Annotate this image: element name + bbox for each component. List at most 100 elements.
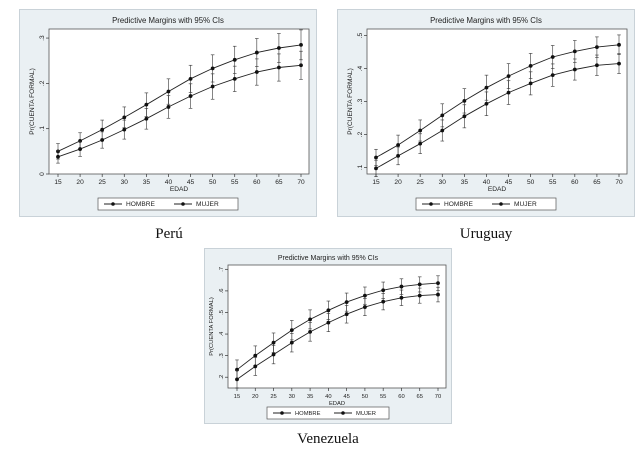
data-point [436,292,440,297]
data-point [595,63,599,68]
legend-box [266,406,390,420]
data-point [254,50,259,55]
y-tick-label: .5 [219,310,225,315]
data-point [528,64,533,68]
data-point [363,293,367,298]
legend-label-hombre: HOMBRE [444,201,474,208]
y-tick-label: .7 [219,267,225,272]
x-axis-label: EDAD [170,186,189,193]
data-point [374,155,378,160]
data-point [188,94,193,98]
data-point [56,154,60,159]
x-axis-label: EDAD [329,401,345,407]
y-tick-label: .4 [357,65,364,71]
data-point [144,116,149,121]
data-point [396,143,400,147]
y-axis-label: Pr(CUENTA FORMAL) [209,297,215,356]
series-hombre [56,29,303,160]
chart-venezuela-svg: Predictive Margins with 95% CIs .2 .3 .4 .5.… [204,248,452,424]
x-tick-label: 25 [270,394,276,400]
x-tick-label: 20 [76,179,84,186]
x-tick-label: 45 [505,179,513,186]
legend-marker [429,202,433,206]
y-tick-label: .6 [219,288,225,293]
legend-box [415,197,557,211]
x-tick-label: 30 [439,179,447,186]
x-tick-label: 20 [252,394,258,400]
country-caption-uruguay: Uruguay [459,226,513,242]
data-point [253,353,258,358]
country-caption-peru: Perú [155,226,183,242]
data-point [399,295,404,300]
data-point [595,45,599,50]
data-point [381,299,386,304]
plot-area [227,264,447,389]
x-tick-label: 50 [527,179,535,186]
x-tick-label: 40 [165,179,173,186]
series-line [57,64,302,158]
legend-marker [280,411,284,415]
y-tick-label: .2 [357,131,364,137]
legend-marker [499,202,503,206]
chart-peru-svg: Predictive Margins with 95% CIs 0 .1 .2 .3 Pr… [19,9,317,217]
legend-label-hombre: HOMBRE [126,201,156,208]
y-tick-label: .2 [39,80,46,86]
data-point [550,55,555,59]
legend-label-hombre: HOMBRE [295,411,321,417]
legend-marker [181,202,185,206]
x-tick-label: 65 [275,179,283,186]
data-point [374,166,378,171]
x-tick-label: 60 [253,179,261,186]
x-tick-label: 50 [362,394,368,400]
chart-venezuela: Predictive Margins with 95% CIs .2 .3 .4 .5.… [204,248,452,424]
legend-label-mujer: MUJER [196,201,219,208]
chart-title: Predictive Margins with 95% CIs [430,16,542,25]
series-mujer [235,286,440,389]
x-tick-label: 70 [297,179,305,186]
legend-marker [341,411,345,415]
x-tick-label: 65 [417,394,423,400]
data-point [418,141,423,146]
y-axis-label: Pr(CUENTA FORMAL) [29,68,36,135]
plot-area [366,28,628,175]
data-point [399,284,404,289]
data-point [363,305,367,309]
data-point [617,61,621,66]
x-tick-label: 70 [615,179,623,186]
data-point [235,377,239,382]
data-point [232,57,237,62]
data-point [417,282,422,287]
data-point [440,128,445,133]
data-point [417,293,422,298]
data-point [484,101,489,106]
data-point [326,308,331,313]
y-tick-label: .3 [357,98,364,104]
data-point [506,74,511,79]
x-tick-label: 15 [234,394,240,400]
x-axis-label: EDAD [488,186,507,193]
y-axis-label: Pr(CUENTA FORMAL) [347,68,354,135]
data-point [572,49,577,54]
data-point [271,340,276,345]
data-point [418,128,423,133]
data-point [277,46,281,50]
data-point [572,67,577,72]
data-point [436,281,440,286]
legend-label-mujer: MUJER [514,201,537,208]
legend: HOMBRE MUJER [97,197,239,211]
y-tick-label: .5 [357,33,364,39]
data-point [308,317,312,322]
x-tick-label: 70 [435,394,441,400]
data-point [100,138,105,142]
data-point [484,85,489,90]
data-point [617,42,621,47]
y-tick-label: 0 [39,172,46,176]
y-tick-label: .2 [219,375,225,380]
x-tick-label: 30 [121,179,129,186]
data-point [78,147,82,151]
data-point [122,115,127,120]
legend: HOMBRE MUJER [266,406,390,420]
x-tick-label: 40 [483,179,491,186]
x-tick-label: 55 [380,394,386,400]
series-line [57,44,302,152]
